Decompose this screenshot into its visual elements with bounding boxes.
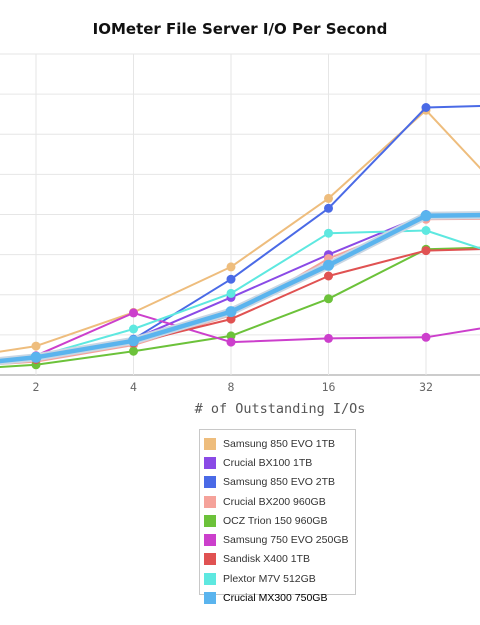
series-line[interactable] <box>0 212 480 368</box>
legend-item[interactable]: Sandisk X400 1TB <box>204 550 355 569</box>
data-point[interactable] <box>31 341 41 351</box>
legend-swatch <box>204 534 216 547</box>
data-point[interactable] <box>226 337 236 347</box>
legend-item[interactable]: Plextor M7V 512GB <box>204 569 355 588</box>
data-point[interactable] <box>421 246 431 256</box>
legend-label: Plextor M7V 512GB <box>223 572 316 585</box>
x-tick-label: 32 <box>419 380 433 394</box>
legend-label: Crucial BX200 960GB <box>223 495 326 508</box>
data-point[interactable] <box>324 228 333 238</box>
legend-item[interactable]: Crucial MX300 750GB <box>204 588 355 607</box>
data-point[interactable] <box>324 333 333 343</box>
series-0 <box>0 105 480 361</box>
series-2 <box>0 103 480 367</box>
data-point[interactable] <box>128 335 139 347</box>
legend-swatch <box>204 553 216 566</box>
data-point[interactable] <box>323 259 334 271</box>
data-point[interactable] <box>324 193 333 203</box>
chart-grid <box>0 53 480 376</box>
legend-label: Sandisk X400 1TB <box>223 553 310 566</box>
legend-swatch <box>204 514 216 527</box>
data-point[interactable] <box>420 210 432 222</box>
data-point[interactable] <box>129 346 138 356</box>
x-axis-ticks: 2 4 8 16 32 <box>33 380 433 394</box>
legend-item[interactable]: Crucial BX100 1TB <box>204 453 355 472</box>
legend-swatch <box>204 495 216 508</box>
data-point[interactable] <box>324 203 333 213</box>
legend-swatch <box>204 456 216 469</box>
series-line[interactable] <box>0 109 480 361</box>
x-tick-label: 4 <box>130 380 137 394</box>
data-point[interactable] <box>421 103 431 112</box>
legend-label: Samsung 850 EVO 2TB <box>223 476 336 489</box>
legend-item[interactable]: Samsung 850 EVO 1TB <box>204 434 355 453</box>
chart-legend: Samsung 850 EVO 1TB Crucial BX100 1TB Sams… <box>199 429 356 605</box>
data-point[interactable] <box>225 306 237 318</box>
data-point[interactable] <box>226 331 236 341</box>
legend-label: Samsung 750 EVO 250GB <box>223 534 349 547</box>
legend-item[interactable]: OCZ Trion 150 960GB <box>204 511 355 530</box>
series-line[interactable] <box>0 229 480 368</box>
series-line[interactable] <box>0 105 480 367</box>
legend-item[interactable]: Crucial BX200 960GB <box>204 492 355 511</box>
x-tick-label: 2 <box>33 380 40 394</box>
legend-swatch <box>204 572 216 585</box>
legend-item[interactable]: Samsung 850 EVO 2TB <box>204 473 355 492</box>
series-line-highlight <box>0 211 480 365</box>
data-point[interactable] <box>324 271 333 281</box>
data-point[interactable] <box>30 351 42 363</box>
x-tick-label: 16 <box>322 380 336 394</box>
chart-title: IOMeter File Server I/O Per Second <box>92 20 388 38</box>
data-point[interactable] <box>421 332 431 342</box>
legend-swatch <box>204 476 216 489</box>
data-point[interactable] <box>421 226 431 235</box>
data-point[interactable] <box>226 314 236 324</box>
data-point[interactable] <box>226 288 236 298</box>
x-axis-label: # of Outstanding I/Os <box>194 401 366 417</box>
legend-label: Samsung 850 EVO 1TB <box>223 437 336 450</box>
data-point[interactable] <box>226 274 236 284</box>
chart-plot-area: 2 4 8 16 32 <box>0 53 480 394</box>
legend-swatch <box>204 592 216 605</box>
legend-label: Crucial MX300 750GB <box>223 592 328 605</box>
x-tick-label: 8 <box>228 380 235 394</box>
legend-label: OCZ Trion 150 960GB <box>223 514 328 527</box>
data-point[interactable] <box>129 308 138 318</box>
chart-series <box>0 103 480 370</box>
data-point[interactable] <box>324 294 333 304</box>
data-point[interactable] <box>226 262 236 272</box>
series-8 <box>0 210 480 368</box>
legend-swatch <box>204 437 216 450</box>
legend-item[interactable]: Samsung 750 EVO 250GB <box>204 530 355 549</box>
legend-label: Crucial BX100 1TB <box>223 456 313 469</box>
data-point[interactable] <box>129 324 138 334</box>
series-5 <box>0 308 480 362</box>
